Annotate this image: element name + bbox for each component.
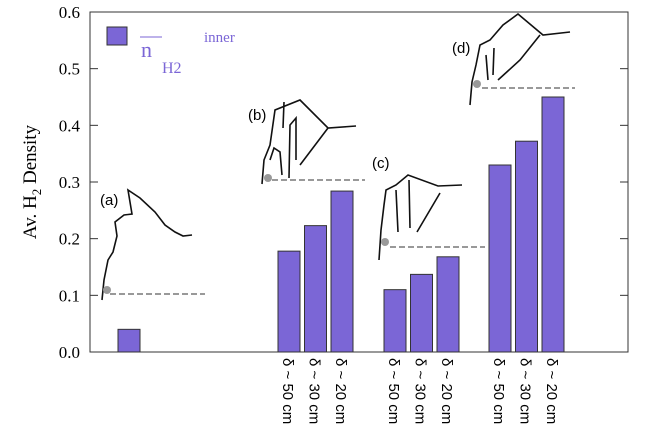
bar	[436, 256, 460, 353]
bar	[515, 140, 538, 353]
x-tick-label: δ ~ 50 cm	[385, 358, 402, 424]
y-axis-label: Av. H2 Density	[20, 124, 44, 239]
y-label-suffix: Density	[20, 124, 41, 188]
bar	[117, 328, 141, 353]
x-tick-label: δ ~ 20 cm	[332, 358, 349, 424]
y-tick-label: 0.6	[59, 3, 80, 22]
group-label: (d)	[452, 40, 470, 57]
legend-subscript: H2	[162, 60, 182, 77]
x-tick-label: δ ~ 20 cm	[543, 358, 560, 424]
bar	[277, 250, 301, 353]
group-label: (c)	[372, 155, 390, 172]
y-tick-label: 0.0	[59, 343, 80, 362]
y-tick-label: 0.2	[59, 230, 80, 249]
x-tick-label: δ ~ 30 cm	[412, 358, 429, 424]
inset-b	[261, 99, 365, 185]
bar	[541, 96, 565, 353]
y-label-text: Av. H	[20, 195, 41, 239]
group-label: (b)	[248, 107, 266, 124]
y-tick-label: 0.4	[59, 116, 81, 135]
inset-d	[469, 12, 575, 106]
y-tick-label: 0.1	[59, 286, 80, 305]
x-tick-label: δ ~ 30 cm	[306, 358, 323, 424]
legend-symbol: n	[141, 37, 152, 62]
x-tick-label: δ ~ 50 cm	[279, 358, 296, 424]
legend: n H2 inner	[106, 26, 235, 77]
y-label-sub: 2	[29, 189, 44, 196]
inset-a	[101, 188, 205, 301]
group-label: (a)	[100, 192, 118, 209]
bar	[304, 225, 327, 353]
x-tick-label: δ ~ 20 cm	[438, 358, 455, 424]
inset-c	[378, 174, 485, 261]
x-tick-label: δ ~ 30 cm	[517, 358, 534, 424]
bar	[410, 273, 433, 353]
y-tick-label: 0.5	[59, 60, 80, 79]
bar	[383, 289, 407, 353]
x-tick-label: δ ~ 50 cm	[490, 358, 507, 424]
bar	[330, 190, 354, 353]
bar	[488, 164, 512, 353]
legend-swatch	[106, 26, 128, 46]
y-tick-label: 0.3	[59, 173, 80, 192]
legend-superscript: inner	[204, 30, 235, 46]
